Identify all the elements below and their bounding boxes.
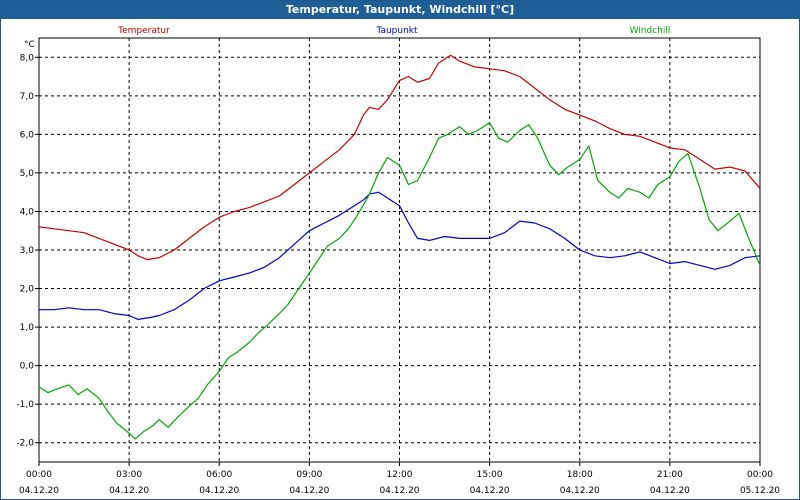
y-axis-ticks: 8,0 7,0 6,0 5,0 4,0 3,0 2,0 1,0 0,0 -1,0 -2,0 <box>16 53 39 449</box>
series-line-taupunkt <box>39 191 761 320</box>
y-tick-label: 0,0 <box>20 362 35 372</box>
x-tick-time: 00:00 <box>747 470 773 480</box>
x-tick-time: 15:00 <box>477 470 503 480</box>
x-tick-date: 04.12.20 <box>650 486 690 496</box>
x-tick-date: 04.12.20 <box>470 486 510 496</box>
y-tick-label: 4,0 <box>20 207 35 217</box>
series-line-temperatur <box>38 54 761 261</box>
legend-windchill: Windchill <box>630 26 671 36</box>
x-tick-date: 04.12.20 <box>379 486 419 496</box>
grid <box>39 38 760 462</box>
legend: Temperatur Taupunkt Windchill <box>117 26 670 36</box>
x-tick-time: 03:00 <box>116 470 142 480</box>
x-tick-time: 12:00 <box>387 470 413 480</box>
series-lines <box>38 54 761 440</box>
x-tick-date: 04.12.20 <box>560 486 600 496</box>
x-axis-ticks: 00:00 04.12.20 03:00 04.12.20 06:00 04.12.20 0… <box>19 462 780 496</box>
x-tick-time: 00:00 <box>26 470 52 480</box>
y-tick-label: -2,0 <box>16 439 34 449</box>
x-tick-date: 04.12.20 <box>19 486 59 496</box>
legend-temperatur: Temperatur <box>117 26 170 36</box>
legend-taupunkt: Taupunkt <box>375 26 418 36</box>
x-tick-time: 21:00 <box>657 470 683 480</box>
x-tick-date: 05.12.20 <box>740 486 780 496</box>
x-tick-date: 04.12.20 <box>289 486 329 496</box>
x-tick-time: 06:00 <box>206 470 232 480</box>
y-tick-label: 2,0 <box>20 285 35 295</box>
x-tick-date: 04.12.20 <box>109 486 149 496</box>
y-tick-label: 5,0 <box>20 169 35 179</box>
y-axis-unit: °C <box>24 40 35 50</box>
y-tick-label: 1,0 <box>20 323 35 333</box>
y-tick-label: -1,0 <box>16 400 34 410</box>
y-tick-label: 3,0 <box>20 246 35 256</box>
y-tick-label: 8,0 <box>20 53 35 63</box>
window-title: Temperatur, Taupunkt, Windchill [°C] <box>1 1 799 19</box>
series-line-windchill <box>38 122 761 440</box>
x-tick-date: 04.12.20 <box>199 486 239 496</box>
x-tick-time: 09:00 <box>296 470 322 480</box>
y-tick-label: 6,0 <box>20 130 35 140</box>
y-tick-label: 7,0 <box>20 92 35 102</box>
x-tick-time: 18:00 <box>567 470 593 480</box>
